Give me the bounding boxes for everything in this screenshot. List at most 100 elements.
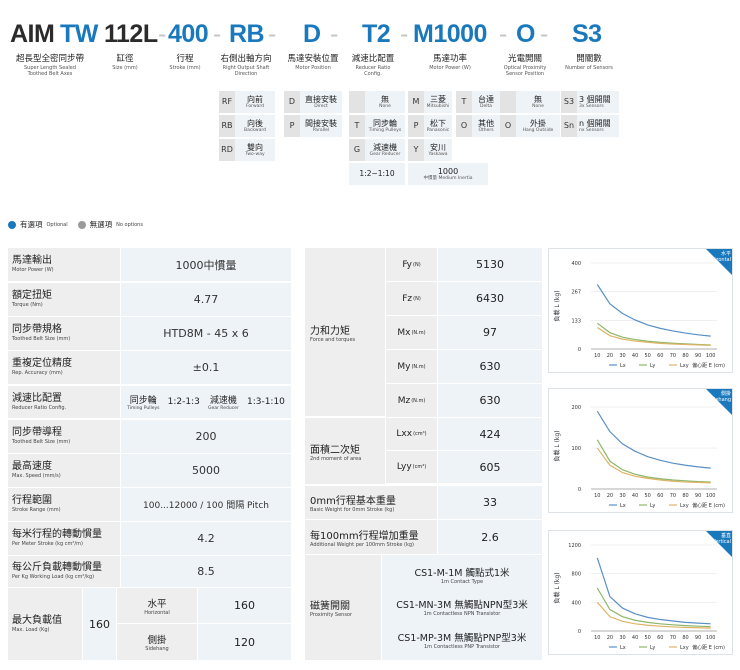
header-motor-pos: 馬達安裝位置 Motor Position	[280, 54, 346, 71]
spec-en: Horizontal	[144, 609, 170, 616]
x-tick-label: 80	[682, 353, 688, 359]
reducer-pulley-ratio: 1:2-1:3	[167, 397, 200, 407]
x-tick-label: 70	[670, 493, 676, 499]
y-axis-label: 負載 L (kg)	[553, 572, 561, 603]
corner-label-en: Sidehang	[707, 397, 731, 403]
spec-en: Toothed Belt Size (mm)	[12, 336, 71, 342]
x-tick-label: 90	[695, 353, 701, 359]
series-line-lx	[596, 557, 711, 625]
corner-tab	[706, 249, 732, 275]
spec-en: Max. Load (Kg)	[12, 626, 50, 633]
corner-label-en: Vertical	[712, 539, 731, 545]
options-legend: 有選項 Optional 無選項 No options	[8, 219, 143, 230]
spec-en: Additional Weight per 100mm Stroke (kg)	[310, 541, 414, 548]
sensor-pos-options: 無 None O 外掛 Hang Outside	[500, 90, 560, 138]
option-timing-pulleys: T 同步輪 Timing Pulleys	[349, 114, 405, 137]
symbol-unit: (N.m)	[411, 397, 426, 404]
x-tick-label: 10	[594, 635, 600, 641]
series-line-lx	[596, 410, 711, 469]
motor-options: M 三菱 Mitsubishi T 台達 Delta P 松下 Panasonic O 其他 Oth…	[408, 90, 500, 186]
code-size: 112L	[104, 20, 158, 48]
spec-cn: 行程範圍	[12, 495, 52, 506]
option-none: 無 None	[349, 90, 405, 113]
chart-svg: 負載 L (kg) 0 100 200 10 20 30 40 50 60 70 80 90 100 Lx L…	[553, 405, 725, 509]
spec-cn: 每100mm行程增加重量	[310, 530, 419, 542]
spec-cn: 重複定位精度	[12, 358, 72, 369]
header-size: 缸徑 Size (mm)	[105, 54, 145, 71]
option-key: D	[284, 90, 300, 113]
option-cn: 向前	[247, 94, 263, 104]
option-key: G	[349, 138, 365, 161]
symbol-unit: (cm⁴)	[413, 431, 427, 437]
x-axis-label: 偏心距 E (cm)	[692, 502, 725, 509]
symbol-unit: (N)	[413, 261, 421, 268]
spec-label: 額定扭矩 Torque (Nm)	[8, 283, 120, 316]
x-tick-label: 60	[657, 493, 663, 499]
header-cn: 馬達功率	[432, 54, 467, 64]
x-tick-label: 20	[607, 353, 613, 359]
spec-value: 200	[121, 420, 291, 453]
option-cn: 3 個開關	[579, 94, 611, 104]
code-motor-pos: D	[303, 20, 321, 48]
x-axis-label: 偏心距 E (cm)	[692, 644, 725, 651]
proximity-label: 磁簧開關 Proximity Sensor	[305, 555, 381, 660]
max-load-horizontal-value: 160	[198, 588, 291, 623]
option-en: Delta	[479, 103, 492, 109]
option-key: Sn	[561, 114, 577, 137]
y-axis-label: 負載 L (kg)	[553, 290, 561, 321]
option-backward: RB 向後 Backward	[219, 114, 275, 137]
header-sensors: 開關數 Number of Sensors	[558, 54, 620, 71]
x-tick-label: 40	[632, 635, 638, 641]
option-cn: 無	[381, 94, 389, 104]
force-value: 630	[438, 384, 542, 417]
code-series-a: AIM	[10, 20, 55, 48]
spec-cn: 最大負載值	[12, 614, 62, 626]
spec-cn: 0mm行程基本重量	[310, 496, 396, 507]
force-value: 97	[438, 316, 542, 349]
proximity-item-cn: CS1-MP-3M 無觸點PNP型3米	[397, 632, 527, 644]
corner-label-en: Horizontal	[705, 257, 731, 263]
option-en: Parallel	[312, 127, 330, 133]
force-group-label: 力和力矩 Force and torques	[305, 248, 385, 416]
option-cn: 外掛	[530, 118, 546, 128]
option-en: nx Sensors	[579, 127, 604, 133]
legend-label: Lxy	[680, 645, 689, 651]
spec-en: Proximity Sensor	[310, 612, 353, 618]
option-en: Timing Pulleys	[368, 127, 402, 133]
option-key: RD	[219, 138, 235, 161]
option-yaskawa: Y 安川 Yaskawa	[408, 138, 500, 161]
force-value: 6430	[438, 282, 542, 315]
header-en: Motor Power (W)	[429, 65, 471, 71]
code-sensors: S3	[572, 20, 602, 48]
option-panasonic-others: P 松下 Panasonic O 其他 Others	[408, 114, 500, 137]
reducer-gear-en: Gear Reducer	[208, 406, 239, 411]
option-en: Forward	[245, 103, 265, 109]
option-key	[500, 90, 516, 113]
spec-value: 4.77	[121, 283, 291, 316]
x-tick-label: 60	[657, 635, 663, 641]
spec-cn: 減速比配置	[12, 392, 62, 404]
force-symbol: Fz (N)	[386, 282, 437, 315]
spec-en: Motor Power (W)	[12, 267, 54, 273]
spec-en: Torque (Nm)	[12, 302, 43, 308]
x-tick-label: 50	[645, 635, 651, 641]
y-tick-label: 0	[578, 487, 581, 493]
max-load-value: 160	[83, 588, 116, 660]
option-forward: RF 向前 Forward	[219, 90, 275, 113]
symbol-unit: (N.m)	[411, 329, 426, 336]
symbol-unit: (N.m)	[411, 363, 426, 370]
option-en: Two-way	[245, 151, 265, 157]
option-cn: 向後	[247, 118, 263, 128]
spec-en: Max. Speed (mm/s)	[12, 473, 61, 479]
optional-dot-icon	[8, 220, 16, 229]
option-cn: 減速機	[373, 142, 397, 152]
header-sensor-pos: 光電開關 Optical Proximity Sensor Position	[494, 54, 556, 77]
spec-value-reducer: 同步輪 Timing Pulleys 1:2-1:3 減速機 Gear Redu…	[121, 386, 291, 418]
spec-value: HTD8M - 45 x 6	[121, 317, 291, 350]
spec-value: 8.5	[121, 556, 291, 587]
x-tick-label: 40	[632, 353, 638, 359]
x-tick-label: 60	[657, 353, 663, 359]
option-cn: 台達	[478, 94, 494, 104]
option-cn: 其他	[478, 118, 494, 128]
code-dash: -	[213, 20, 221, 48]
